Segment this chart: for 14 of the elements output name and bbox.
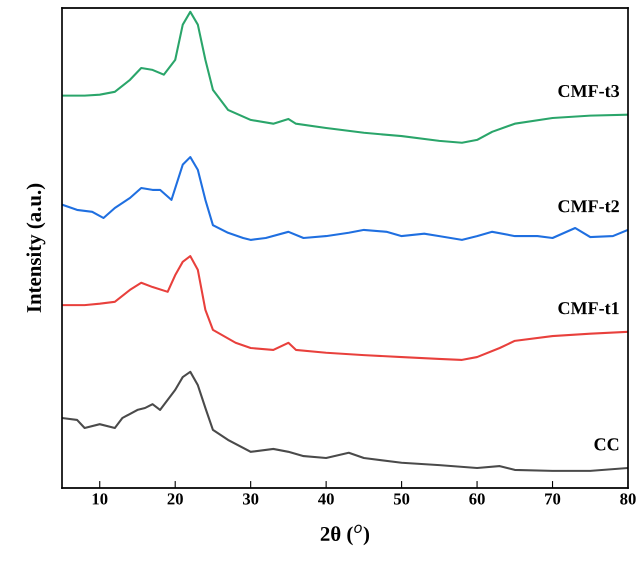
x-tick-label: 40 — [318, 493, 334, 505]
x-tick-label: 60 — [469, 493, 485, 505]
x-tick-label: 70 — [545, 493, 560, 505]
x-axis-title: 2θ ($^{o}$) — [320, 524, 370, 546]
y-axis-title: Intensity (a.u.) — [26, 184, 46, 312]
series-label: CMF-t1 — [558, 302, 619, 314]
series-label: CMF-t3 — [558, 84, 620, 98]
x-tick-label: 50 — [394, 493, 410, 505]
x-tick-label: 10 — [92, 493, 108, 505]
x-tick-label: 80 — [620, 493, 636, 505]
x-tick-label: 30 — [242, 493, 258, 505]
series-label: CC — [594, 438, 618, 450]
series-label: CMF-t2 — [558, 200, 619, 212]
x-tick-label: 20 — [168, 493, 183, 505]
